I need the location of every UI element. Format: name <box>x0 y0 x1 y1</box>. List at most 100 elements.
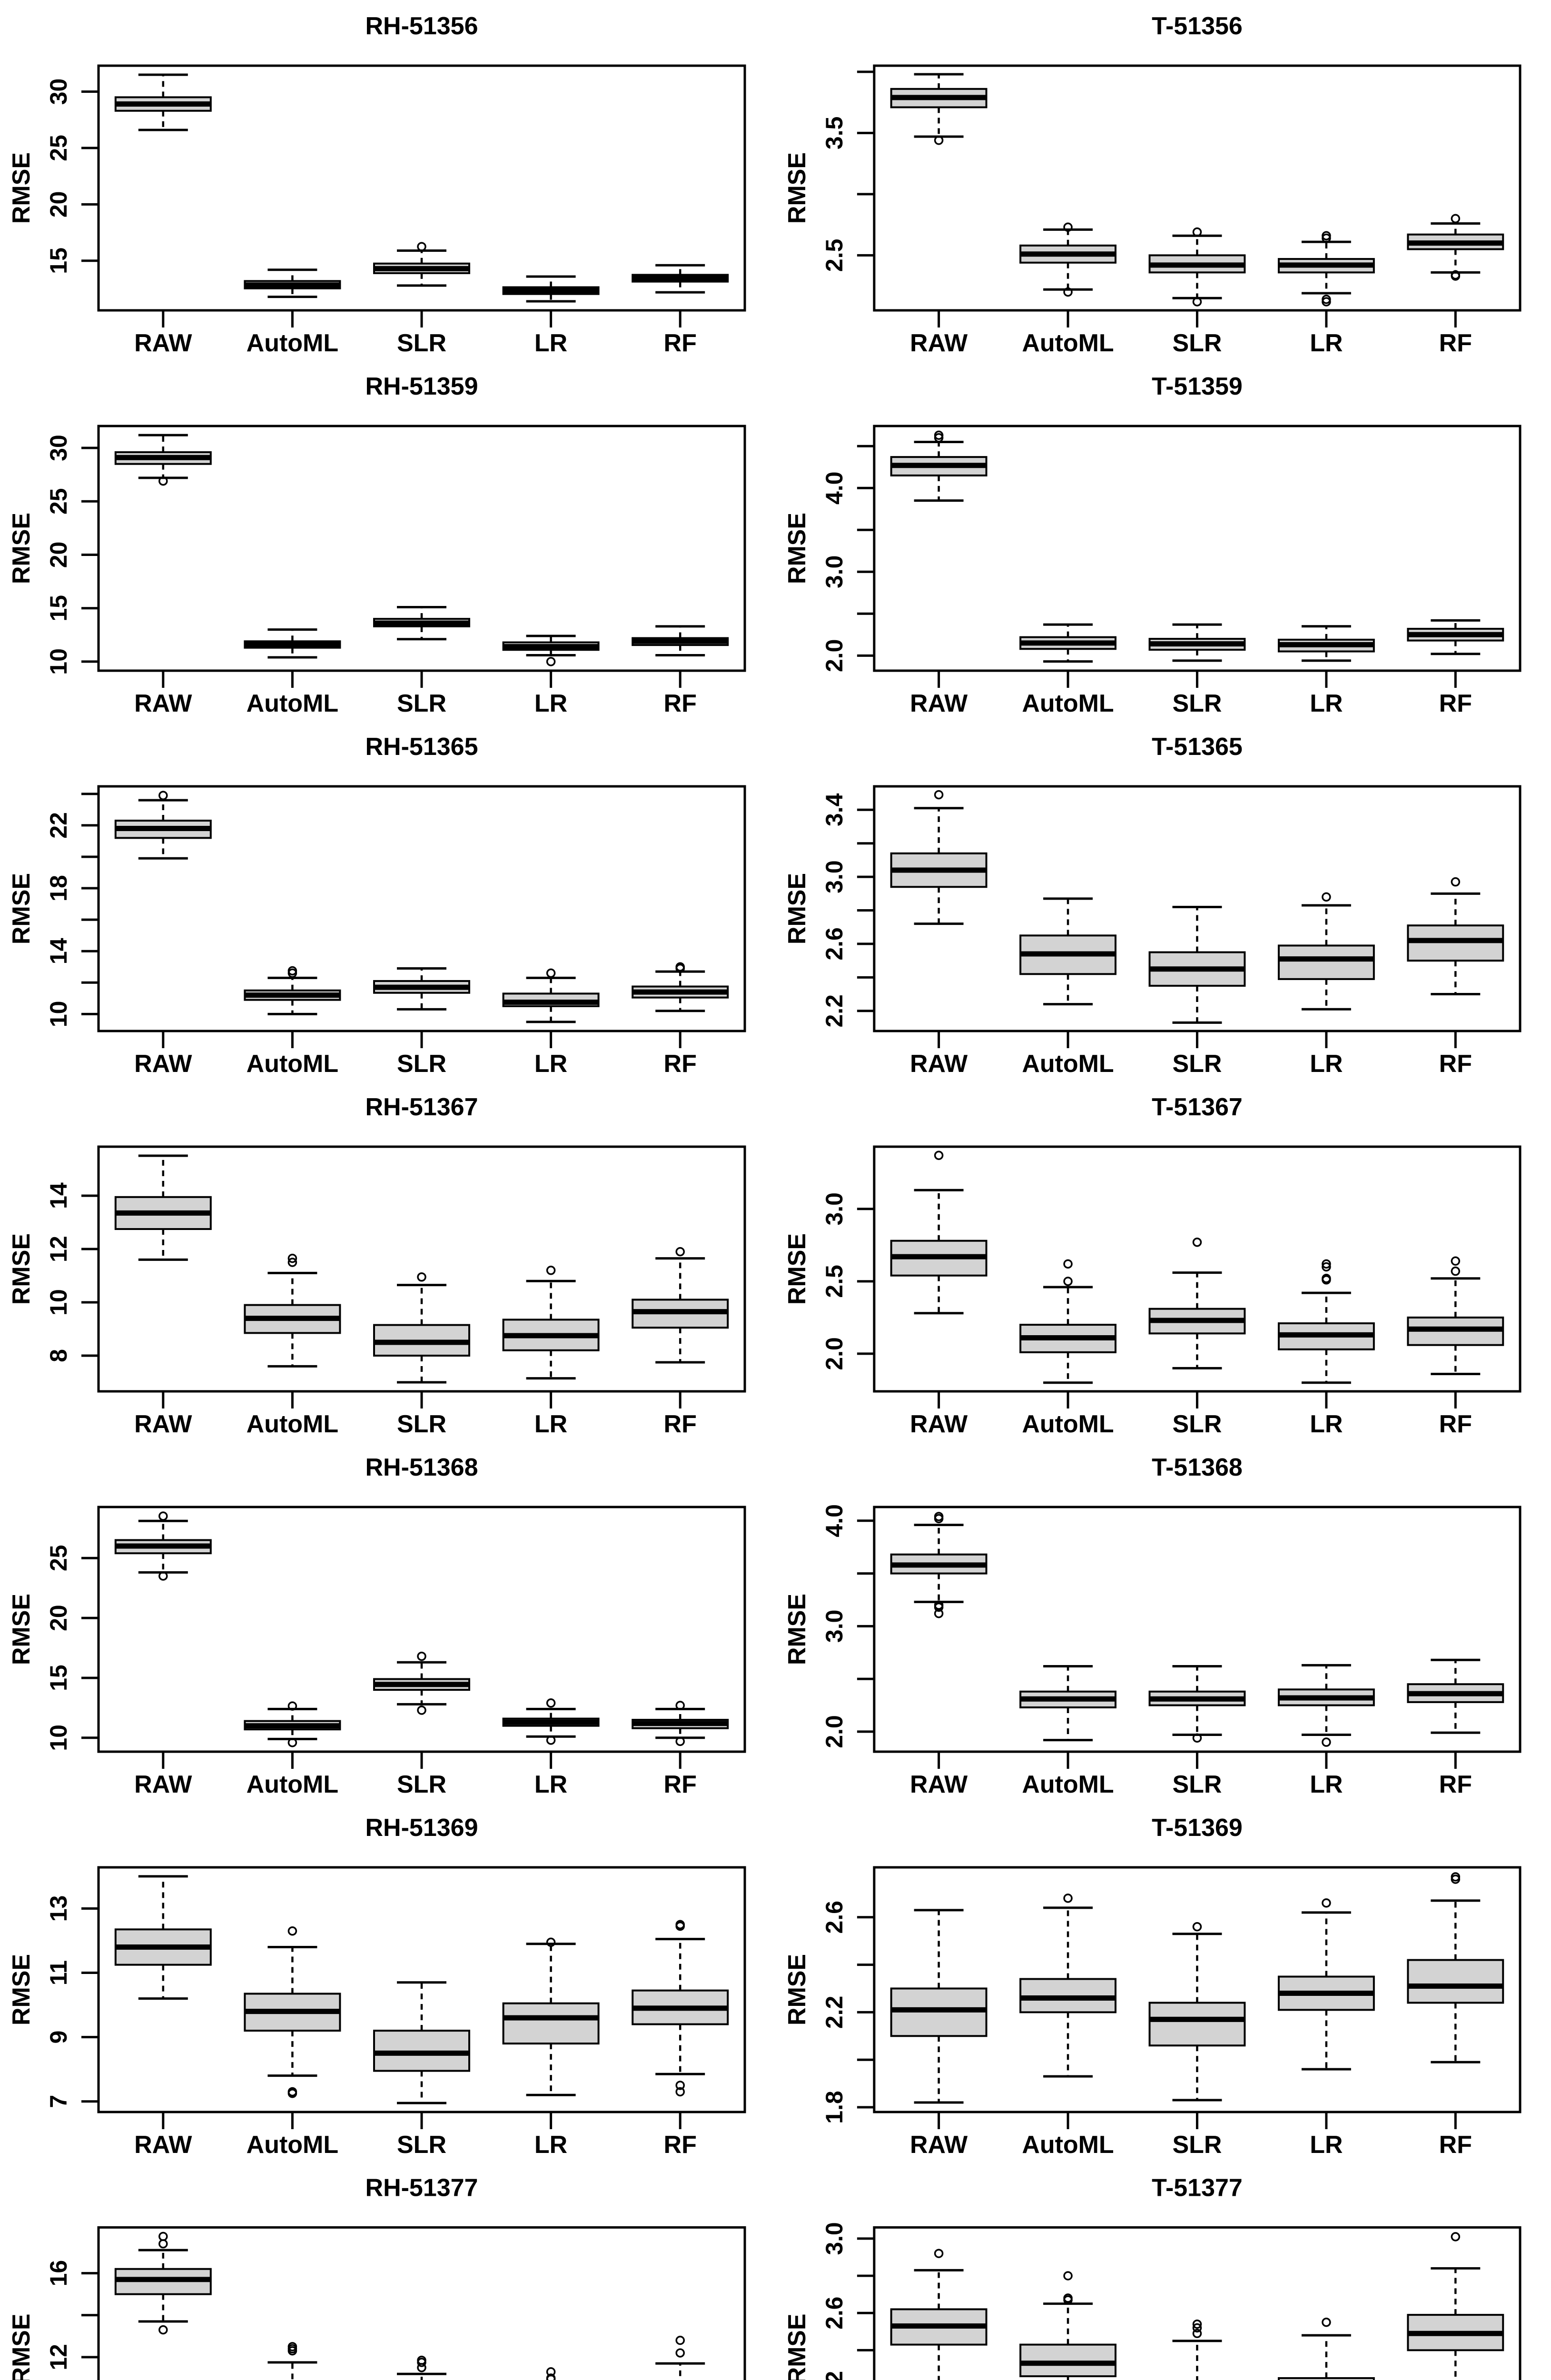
boxplot-RF <box>632 962 729 1012</box>
boxplot-SLR <box>373 1272 470 1384</box>
outlier-point <box>1192 297 1202 307</box>
y-axis-tick-label: 2.2 <box>821 2371 848 2380</box>
plot-frame <box>873 64 1521 312</box>
x-axis-label: AutoML <box>247 2131 338 2159</box>
x-axis-label: RAW <box>134 1771 192 1798</box>
boxplot-RAW <box>114 73 212 131</box>
boxplot-AutoML <box>1019 623 1116 663</box>
y-axis-tick-label: 20 <box>45 191 72 218</box>
boxplot-RF <box>632 625 729 656</box>
x-axis-label: RAW <box>134 1410 192 1438</box>
outlier-point <box>546 2374 556 2380</box>
plot-frame <box>97 2226 746 2380</box>
boxplot-SLR <box>397 2355 446 2380</box>
outlier-point <box>158 1571 168 1581</box>
y-axis-tick-label: 2.5 <box>821 1265 848 1298</box>
boxplot-RAW <box>114 791 212 860</box>
panel-title: T-51356 <box>1152 12 1243 40</box>
x-axis-label: AutoML <box>1022 1771 1114 1798</box>
x-axis-label: SLR <box>1173 1410 1222 1438</box>
outlier-point <box>417 1706 426 1715</box>
outlier-point <box>546 657 556 666</box>
boxplot-panel-RH-51369: RH-51369 7 9 11 13 RMSE RAW AutoML SLR LR RF <box>8 1814 746 2159</box>
y-axis-tick-label: 16 <box>45 2260 72 2286</box>
panel-title: T-51377 <box>1152 2174 1243 2202</box>
x-axis-label: LR <box>1310 1050 1343 1078</box>
outlier-point <box>158 476 168 486</box>
iqr-box <box>1277 2377 1375 2380</box>
boxplot-LR <box>502 1698 600 1745</box>
y-axis-tick-label: 12 <box>45 1236 72 1262</box>
iqr-box <box>1019 2343 1116 2378</box>
outlier-point <box>1322 233 1331 243</box>
outlier-point <box>675 2348 685 2358</box>
plot-frame <box>873 425 1521 672</box>
y-axis-tick-label: 2.6 <box>821 2297 848 2330</box>
y-axis-title: RMSE <box>8 513 35 584</box>
outlier-point <box>158 2239 168 2249</box>
y-axis-tick-label: 30 <box>45 79 72 105</box>
x-axis-label: RF <box>664 1050 697 1078</box>
x-axis-label: RAW <box>910 329 968 357</box>
boxplot-AutoML <box>1019 2271 1116 2380</box>
boxplot-SLR <box>373 242 470 287</box>
boxplot-SLR <box>1148 905 1246 1024</box>
x-axis-label: AutoML <box>1022 1410 1114 1438</box>
boxplot-RF <box>655 2335 705 2380</box>
outlier-point <box>1192 1237 1202 1247</box>
outlier-point <box>675 2081 685 2090</box>
panel-title: RH-51367 <box>365 1093 478 1121</box>
boxplot-RF <box>632 1247 729 1364</box>
boxplot-panel-RH-51356: RH-51356 15 20 25 30 RMSE RAW AutoML SLR LR RF <box>8 12 746 357</box>
x-axis-label: SLR <box>1173 1050 1222 1078</box>
boxplot-SLR <box>373 605 470 641</box>
x-axis-label: RAW <box>134 329 192 357</box>
y-axis-tick-label: 20 <box>45 1605 72 1631</box>
outlier-point <box>287 968 297 978</box>
y-axis-tick-label: 9 <box>45 2031 72 2044</box>
y-axis-tick-label: 8 <box>45 1349 72 1362</box>
boxplot-RF <box>1407 1658 1504 1734</box>
x-axis-label: AutoML <box>247 690 338 717</box>
y-axis-tick-label: 15 <box>45 595 72 622</box>
y-axis-tick-label: 1.8 <box>821 2091 848 2123</box>
x-axis-label: AutoML <box>1022 1050 1114 1078</box>
x-axis-label: RAW <box>134 2131 192 2159</box>
y-axis-title: RMSE <box>783 2314 810 2380</box>
plot-frame <box>97 425 746 672</box>
boxplot-RF <box>632 1701 729 1746</box>
x-axis-label: RF <box>664 2131 697 2159</box>
y-axis-tick-label: 3.0 <box>821 555 848 588</box>
boxplot-AutoML <box>1019 222 1116 297</box>
boxplot-AutoML <box>244 268 341 298</box>
x-axis-label: RF <box>1439 690 1472 717</box>
plot-frame <box>873 1506 1521 1753</box>
boxplot-SLR <box>1148 1665 1246 1743</box>
plot-frame <box>873 1145 1521 1393</box>
boxplot-LR <box>1277 892 1375 1011</box>
boxplot-RAW <box>114 1154 212 1261</box>
iqr-box <box>502 2002 600 2045</box>
x-axis-label: RF <box>664 329 697 357</box>
boxplot-panel-T-51367: T-51367 2.0 2.5 3.0 RMSE RAW AutoML SLR LR RF <box>783 1093 1521 1438</box>
y-axis-tick-label: 3.0 <box>821 1610 848 1643</box>
boxplot-LR <box>1277 2318 1375 2380</box>
boxplot-LR <box>1277 1259 1375 1384</box>
outlier-point <box>934 1150 944 1160</box>
y-axis-tick-label: 13 <box>45 1895 72 1922</box>
y-axis-tick-label: 3.0 <box>821 1192 848 1225</box>
outlier-point <box>546 1266 556 1275</box>
outlier-point <box>546 1735 556 1745</box>
y-axis-tick-label: 4.0 <box>821 472 848 505</box>
outlier-point <box>1063 1894 1073 1903</box>
outlier-point <box>1063 1259 1073 1269</box>
panel-title: T-51359 <box>1152 373 1243 400</box>
boxplot-LR <box>502 275 600 303</box>
y-axis-title: RMSE <box>783 513 811 584</box>
outlier-point <box>1322 1898 1331 1908</box>
outlier-point <box>934 2249 944 2258</box>
y-axis-title: RMSE <box>783 1233 811 1305</box>
outlier-point <box>158 791 168 800</box>
outlier-point <box>934 1602 944 1612</box>
